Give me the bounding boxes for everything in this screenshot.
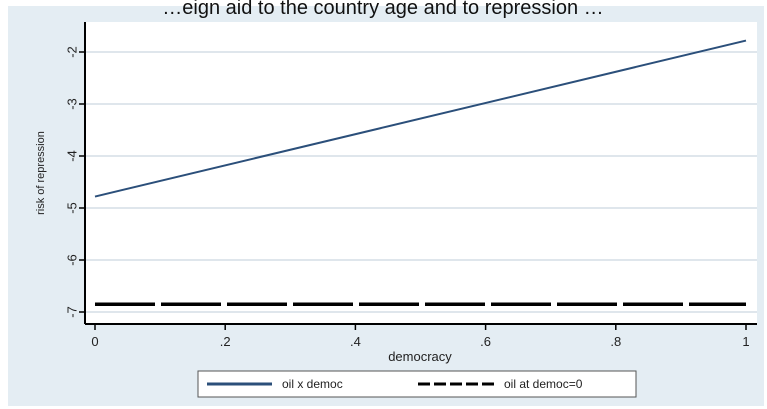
grid-lines xyxy=(85,51,757,313)
x-tick-label: .8 xyxy=(610,334,621,349)
y-tick-label: -7 xyxy=(65,306,80,318)
y-tick-label: -3 xyxy=(65,98,80,110)
y-tick-label: -2 xyxy=(65,46,80,58)
y-axis-ticks: -2 -3 -4 -5 -6 -7 xyxy=(65,46,85,318)
x-tick-label: .4 xyxy=(350,334,361,349)
series-line-oil-x-democ xyxy=(94,39,747,198)
y-axis-label: risk of repression xyxy=(35,131,47,215)
chart-title: …eign aid to the country age and to repr… xyxy=(162,0,603,19)
x-tick-label: 0 xyxy=(91,334,98,349)
series-lines xyxy=(94,39,747,306)
y-tick-label: -6 xyxy=(65,254,80,266)
legend-label-oil-x-democ: oil x democ xyxy=(282,377,343,391)
axes xyxy=(84,22,757,325)
x-axis-ticks: 0 .2 .4 .6 .8 1 xyxy=(91,324,750,349)
legend-label-oil-at-democ-0: oil at democ=0 xyxy=(504,377,583,391)
y-tick-label: -4 xyxy=(65,150,80,162)
x-tick-label: 1 xyxy=(742,334,749,349)
y-tick-label: -5 xyxy=(65,202,80,214)
plot-area xyxy=(85,22,757,324)
legend: oil x democ oil at democ=0 xyxy=(197,370,637,398)
x-tick-label: .6 xyxy=(480,334,491,349)
x-tick-label: .2 xyxy=(220,334,231,349)
x-axis-label: democracy xyxy=(388,349,452,364)
